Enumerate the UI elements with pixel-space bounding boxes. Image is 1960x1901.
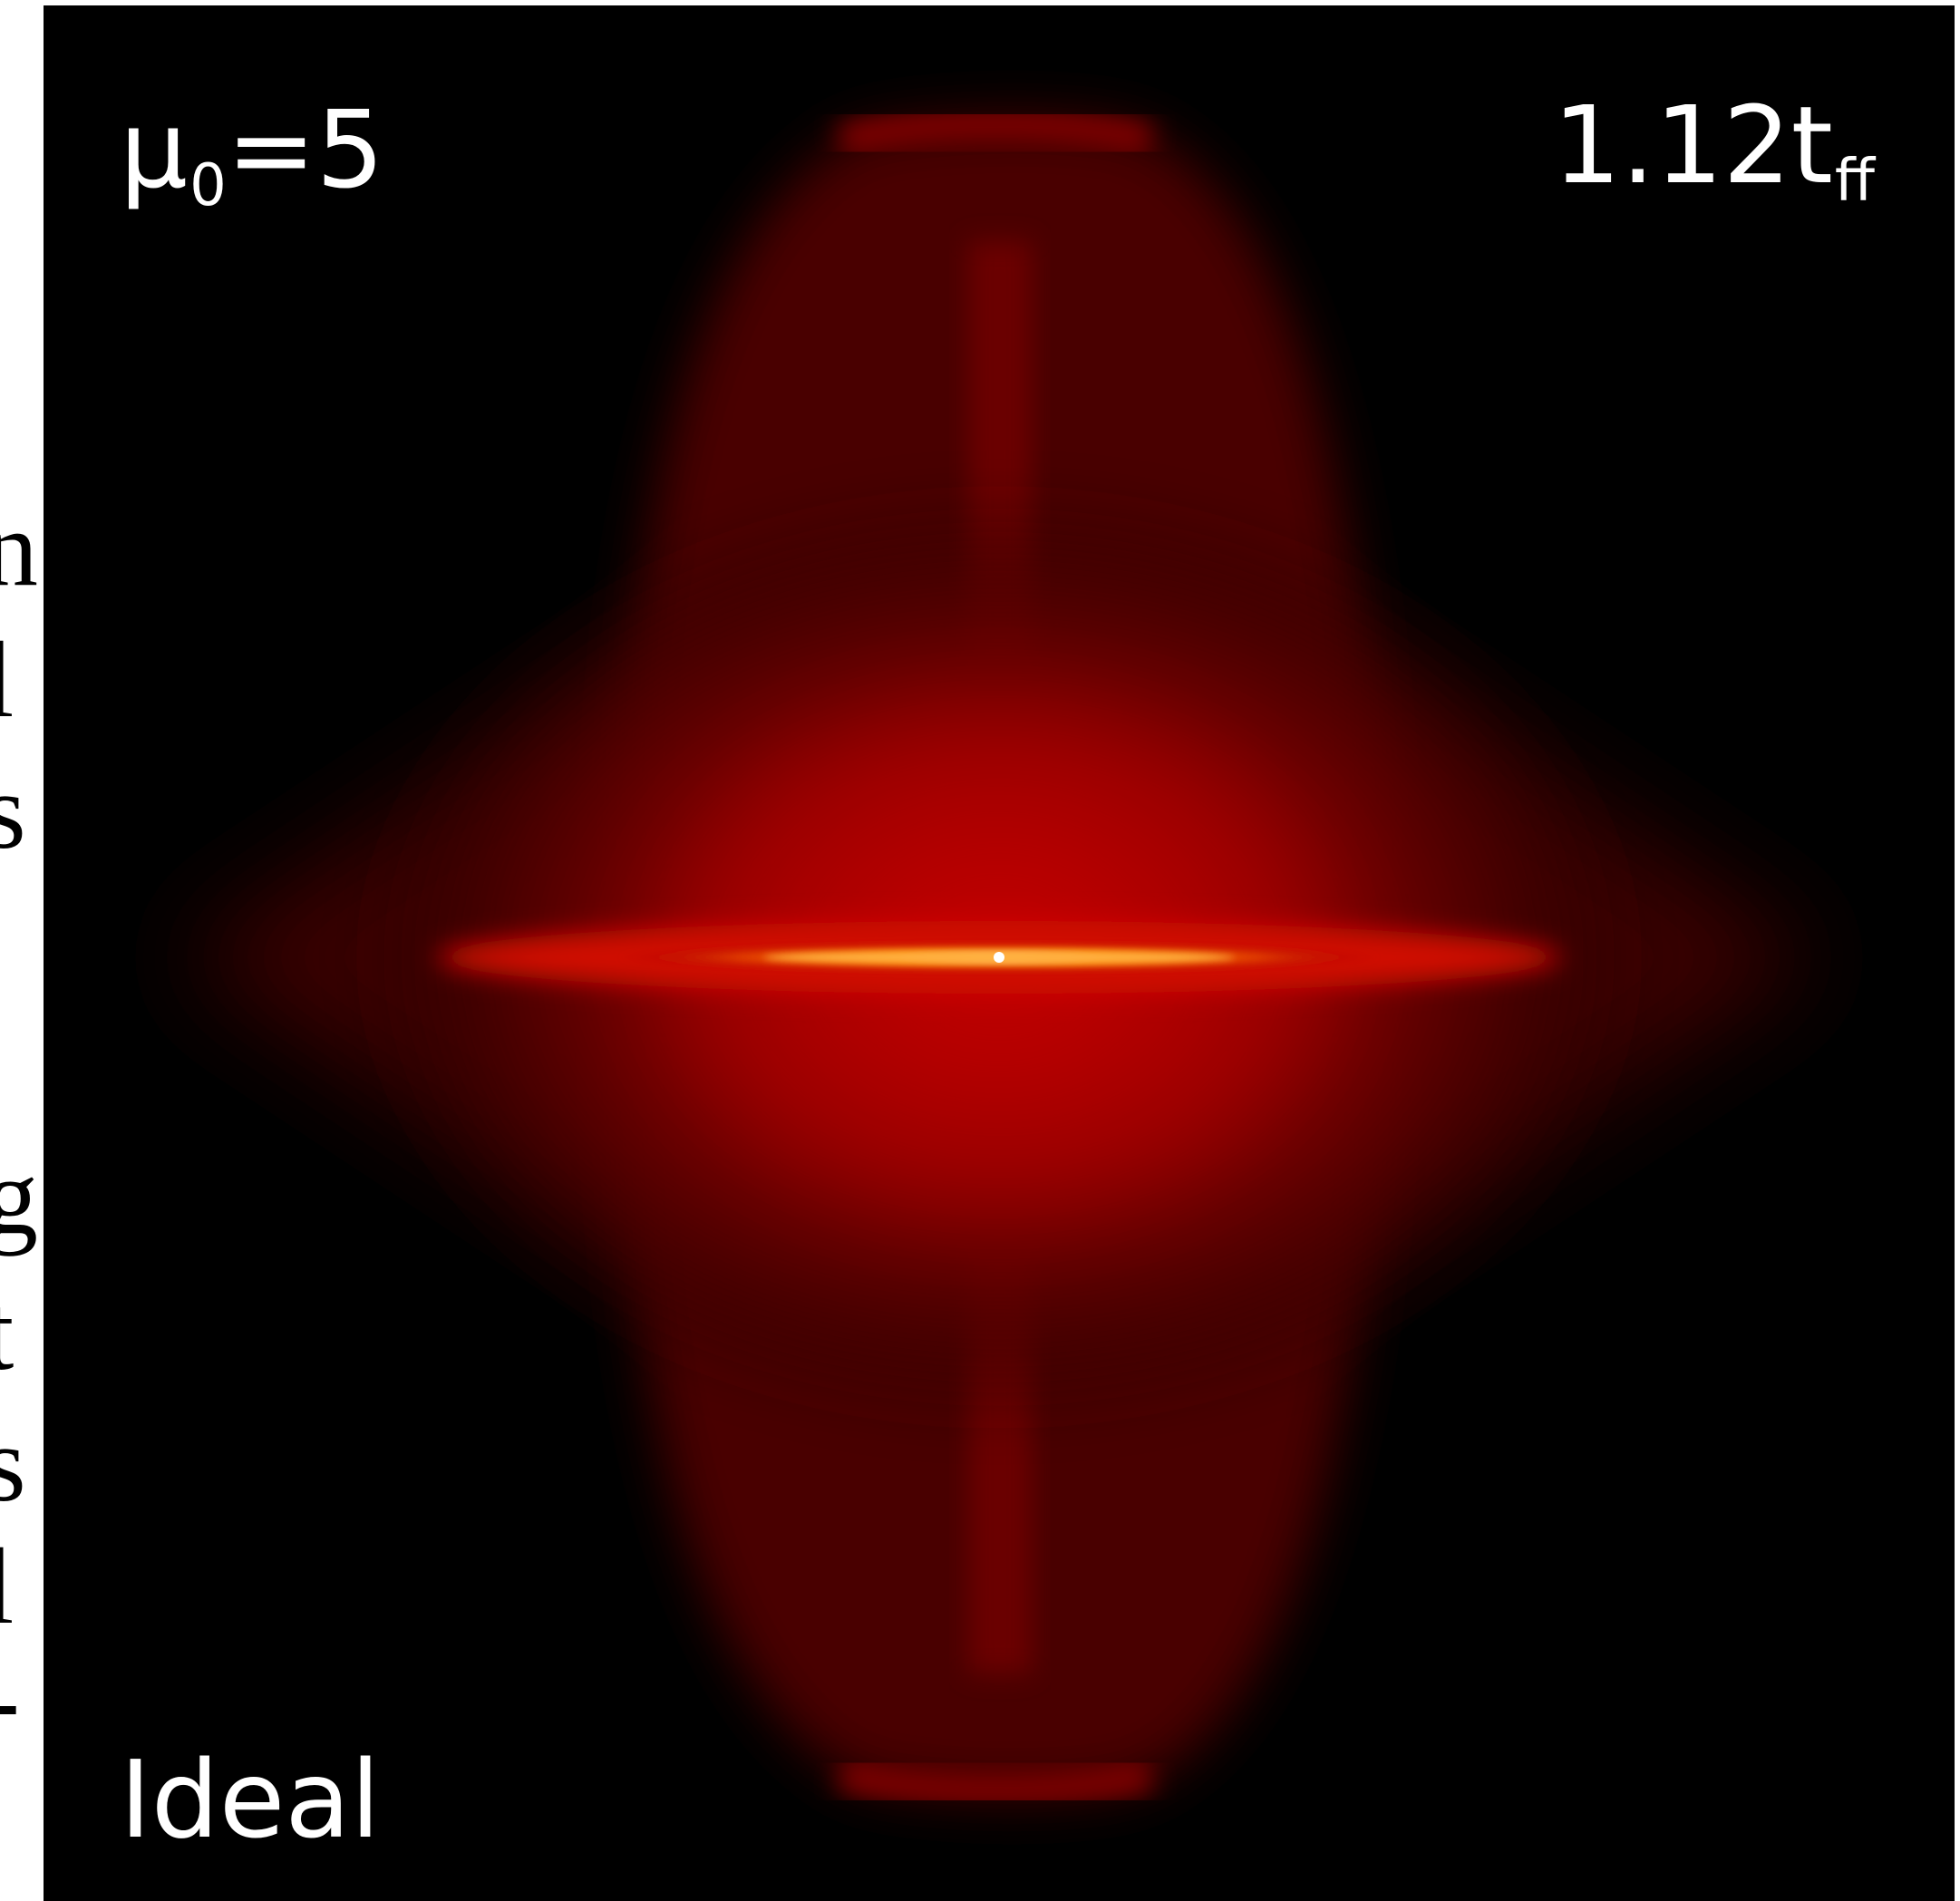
mu-subscript: 0 (189, 152, 227, 220)
edge-glyph: s (0, 1403, 26, 1524)
time-subscript: ff (1834, 148, 1875, 216)
edge-glyph: t (0, 1278, 14, 1387)
upper-lobe-rim (836, 106, 1155, 160)
mu-value: =5 (226, 87, 384, 212)
edge-glyph: s (0, 751, 26, 871)
edge-glyph: n (0, 488, 38, 608)
edge-glyph: l (0, 1532, 14, 1641)
mass-to-flux-label: μ0=5 (120, 96, 384, 215)
central-star (994, 952, 1004, 963)
density-image-panel: μ0=5 1.12tff Ideal (44, 5, 1955, 1901)
edge-glyph: l (0, 626, 14, 734)
lower-lobe-rim (836, 1755, 1155, 1809)
mu-symbol: μ (120, 87, 189, 212)
density-rendering (178, 106, 1820, 1809)
time-value: 1.12t (1552, 82, 1833, 208)
model-label: Ideal (120, 1737, 381, 1862)
clipped-text-column: n l s g t s l - (0, 0, 44, 1901)
edge-glyph: - (0, 1645, 20, 1754)
edge-glyph: g (0, 1136, 38, 1256)
time-label: 1.12tff (1553, 92, 1875, 210)
